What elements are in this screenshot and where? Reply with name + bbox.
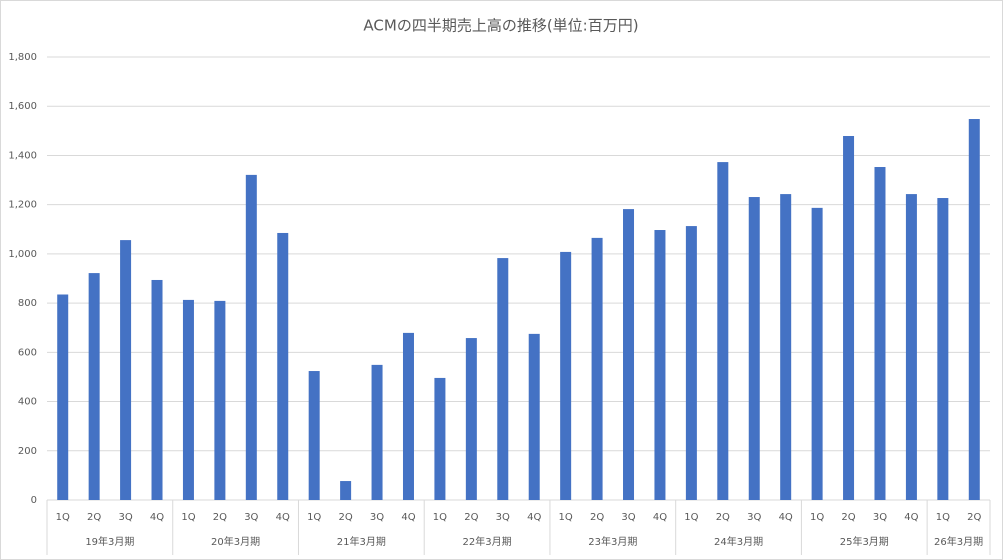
bar xyxy=(277,232,289,500)
x-tick-label: 1Q xyxy=(936,512,950,523)
x-tick-label: 3Q xyxy=(496,512,510,523)
x-tick-label: 4Q xyxy=(779,512,793,523)
x-tick-label: 4Q xyxy=(653,512,667,523)
group-label: 25年3月期 xyxy=(840,535,889,548)
bar xyxy=(371,364,383,500)
bar xyxy=(654,230,666,500)
x-tick-label: 2Q xyxy=(213,512,227,523)
bar xyxy=(57,294,69,500)
y-tick-label: 1,000 xyxy=(8,249,37,260)
bar xyxy=(748,197,760,500)
group-label: 20年3月期 xyxy=(211,535,260,548)
bar xyxy=(780,194,792,500)
x-tick-label: 3Q xyxy=(370,512,384,523)
x-tick-label: 3Q xyxy=(747,512,761,523)
x-tick-label: 3Q xyxy=(621,512,635,523)
x-tick-label: 2Q xyxy=(841,512,855,523)
x-tick-label: 2Q xyxy=(87,512,101,523)
y-tick-label: 1,400 xyxy=(8,150,37,161)
x-tick-label: 1Q xyxy=(810,512,824,523)
x-tick-label: 2Q xyxy=(716,512,730,523)
group-label: 19年3月期 xyxy=(85,535,134,548)
x-tick-label: 3Q xyxy=(244,512,258,523)
y-tick-label: 1,800 xyxy=(8,52,37,63)
y-tick-label: 800 xyxy=(18,298,37,309)
bar xyxy=(968,119,980,501)
bar xyxy=(497,258,509,500)
bar xyxy=(905,194,917,500)
bar xyxy=(340,481,352,500)
bar xyxy=(151,279,163,500)
x-tick-label: 1Q xyxy=(433,512,447,523)
x-tick-label: 3Q xyxy=(873,512,887,523)
x-tick-label: 2Q xyxy=(967,512,981,523)
bar xyxy=(843,136,855,501)
bar xyxy=(88,273,100,500)
x-tick-label: 2Q xyxy=(464,512,478,523)
bar xyxy=(120,240,132,500)
x-tick-label: 1Q xyxy=(684,512,698,523)
group-label: 22年3月期 xyxy=(463,535,512,548)
bar xyxy=(402,332,414,500)
x-tick-label: 4Q xyxy=(150,512,164,523)
bar xyxy=(937,198,949,500)
bar xyxy=(811,207,823,501)
x-tick-label: 1Q xyxy=(559,512,573,523)
x-tick-label: 4Q xyxy=(401,512,415,523)
x-tick-label: 1Q xyxy=(56,512,70,523)
bar xyxy=(874,167,886,501)
bar xyxy=(685,226,697,500)
chart-title: ACMの四半期売上高の推移(単位:百万円) xyxy=(363,17,638,35)
group-label: 21年3月期 xyxy=(337,535,386,548)
bar xyxy=(182,299,194,500)
bar xyxy=(308,371,320,500)
x-tick-label: 1Q xyxy=(307,512,321,523)
bar xyxy=(434,377,446,500)
group-label: 26年3月期 xyxy=(934,535,983,548)
bar xyxy=(717,162,729,500)
x-tick-label: 2Q xyxy=(590,512,604,523)
group-label: 24年3月期 xyxy=(714,535,763,548)
bar xyxy=(214,300,226,500)
y-tick-label: 600 xyxy=(18,347,37,358)
group-label: 23年3月期 xyxy=(588,535,637,548)
x-tick-label: 4Q xyxy=(276,512,290,523)
y-tick-label: 1,200 xyxy=(8,200,37,211)
x-tick-label: 3Q xyxy=(118,512,132,523)
y-tick-label: 200 xyxy=(18,446,37,457)
bar xyxy=(623,209,635,500)
y-tick-label: 400 xyxy=(18,397,37,408)
x-tick-label: 4Q xyxy=(527,512,541,523)
y-tick-label: 0 xyxy=(31,495,37,506)
bar xyxy=(560,251,572,500)
bar xyxy=(245,174,257,501)
y-tick-label: 1,600 xyxy=(8,101,37,112)
x-tick-label: 1Q xyxy=(181,512,195,523)
bar xyxy=(591,237,603,500)
bar xyxy=(528,333,540,500)
x-tick-label: 4Q xyxy=(904,512,918,523)
bar xyxy=(465,338,477,500)
x-tick-label: 2Q xyxy=(338,512,352,523)
